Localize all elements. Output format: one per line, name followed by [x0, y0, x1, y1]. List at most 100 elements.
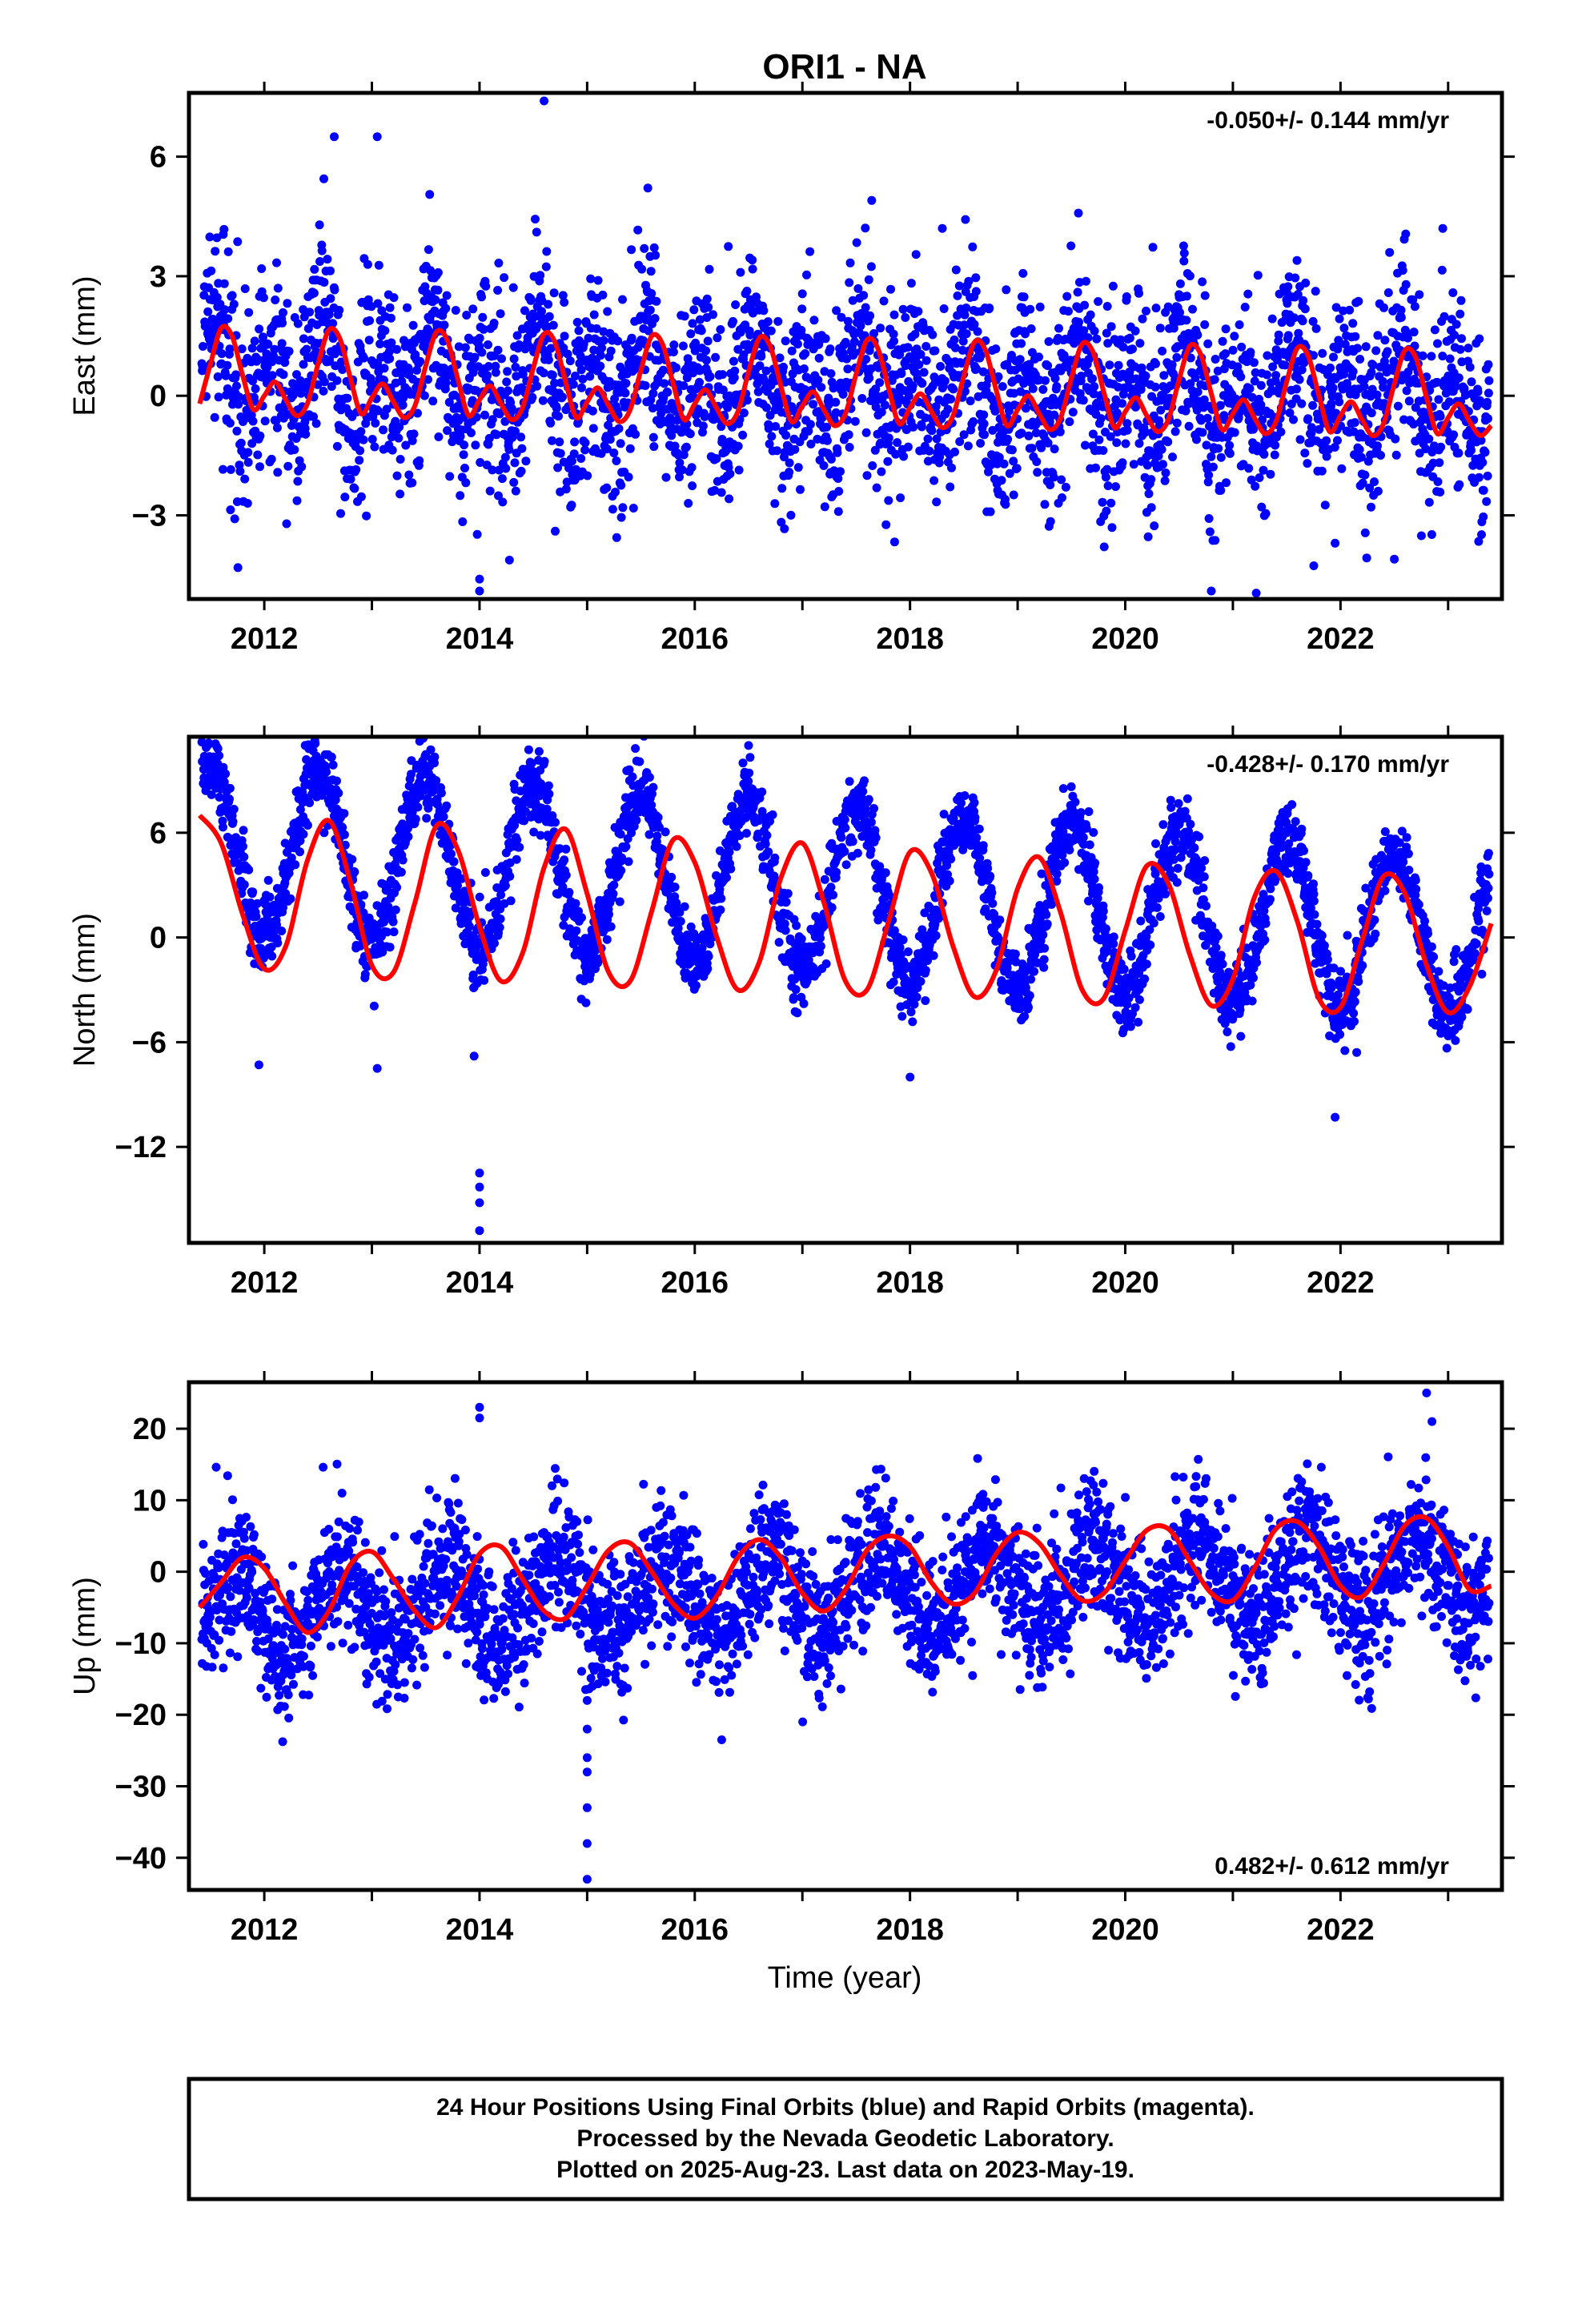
- east-data-point: [939, 304, 949, 313]
- east-data-point: [420, 282, 430, 292]
- east-data-point: [1155, 324, 1165, 333]
- east-data-point: [1157, 444, 1166, 454]
- east-data-point: [1098, 446, 1108, 455]
- east-data-point: [1415, 290, 1424, 300]
- east-data-point: [272, 423, 282, 432]
- east-data-point: [1355, 444, 1364, 454]
- east-data-point: [1043, 438, 1053, 448]
- east-data-point: [301, 429, 311, 439]
- east-data-point: [230, 514, 239, 524]
- east-data-point: [1050, 444, 1059, 454]
- east-data-point: [387, 445, 397, 455]
- east-data-point: [1102, 506, 1111, 516]
- north-data-point: [322, 767, 331, 777]
- north-data-point: [439, 812, 448, 822]
- east-data-point: [868, 461, 877, 470]
- north-data-point: [328, 760, 338, 770]
- east-data-point: [1199, 395, 1209, 404]
- east-data-point: [1479, 485, 1488, 495]
- east-data-point: [1298, 316, 1307, 326]
- east-data-point: [1439, 312, 1449, 321]
- east-data-point: [1111, 482, 1120, 492]
- east-data-point: [1172, 418, 1182, 428]
- east-data-point: [736, 267, 745, 277]
- east-data-point: [947, 463, 956, 472]
- east-data-point: [1018, 268, 1028, 278]
- east-data-point: [861, 223, 870, 233]
- north-data-point: [644, 773, 654, 782]
- east-data-point: [319, 386, 328, 396]
- east-data-point: [755, 361, 765, 371]
- east-data-point: [700, 412, 709, 421]
- east-data-point: [797, 304, 807, 314]
- east-data-point: [442, 291, 452, 300]
- east-data-point: [517, 444, 527, 453]
- east-data-point: [375, 340, 385, 348]
- east-data-point: [232, 381, 241, 391]
- east-data-point: [954, 281, 964, 291]
- east-data-point: [219, 224, 229, 234]
- east-data-point: [972, 364, 982, 374]
- east-data-point: [946, 394, 956, 404]
- east-outlier-point: [938, 223, 947, 233]
- east-data-point: [921, 342, 931, 351]
- east-data-point: [1178, 241, 1188, 251]
- north-data-point: [832, 867, 841, 877]
- north-data-point: [515, 842, 524, 852]
- east-data-point: [1476, 436, 1486, 445]
- east-data-point: [223, 247, 233, 256]
- east-data-point: [844, 430, 853, 440]
- east-data-point: [909, 422, 918, 432]
- east-data-point: [364, 336, 374, 345]
- east-data-point: [1151, 304, 1161, 313]
- east-data-point: [273, 468, 283, 477]
- east-data-point: [500, 416, 510, 426]
- north-data-point: [675, 907, 685, 917]
- east-data-point: [247, 344, 257, 353]
- east-data-point: [966, 396, 975, 406]
- east-data-point: [677, 465, 687, 475]
- east-data-point: [219, 279, 229, 288]
- east-data-point: [994, 372, 1003, 381]
- east-data-point: [380, 326, 390, 336]
- east-data-point: [1017, 339, 1026, 348]
- north-data-point: [790, 975, 800, 984]
- north-data-point: [608, 889, 618, 899]
- east-data-point: [820, 502, 829, 512]
- east-data-point: [1353, 344, 1362, 353]
- east-data-point: [580, 438, 590, 448]
- east-data-point: [648, 404, 657, 413]
- east-data-point: [856, 321, 865, 331]
- east-data-point: [449, 431, 459, 440]
- east-data-point: [658, 365, 668, 375]
- east-data-point: [1454, 373, 1464, 383]
- east-data-point: [1404, 396, 1414, 406]
- north-data-point: [464, 922, 474, 931]
- east-data-point: [718, 370, 728, 380]
- east-data-point: [290, 445, 299, 454]
- north-data-point: [725, 847, 734, 857]
- east-data-point: [516, 432, 526, 442]
- east-data-point: [1175, 279, 1185, 288]
- east-data-point: [1484, 360, 1493, 369]
- east-data-point: [1088, 429, 1098, 439]
- east-plot-area: [197, 96, 1494, 598]
- north-data-point: [670, 883, 680, 892]
- north-data-point: [781, 926, 790, 935]
- east-data-point: [973, 327, 982, 336]
- east-data-point: [980, 430, 989, 440]
- east-data-point: [255, 431, 265, 440]
- east-data-point: [300, 417, 310, 427]
- east-data-point: [669, 340, 679, 350]
- east-data-point: [1204, 470, 1214, 480]
- north-data-point: [523, 774, 532, 784]
- east-data-point: [991, 344, 1001, 354]
- east-data-point: [821, 334, 830, 344]
- east-data-point: [608, 505, 617, 514]
- east-data-point: [702, 356, 711, 365]
- east-data-point: [832, 306, 841, 316]
- east-data-point: [248, 416, 258, 426]
- east-data-point: [682, 373, 692, 383]
- east-data-point: [440, 320, 449, 330]
- north-data-point: [480, 975, 489, 985]
